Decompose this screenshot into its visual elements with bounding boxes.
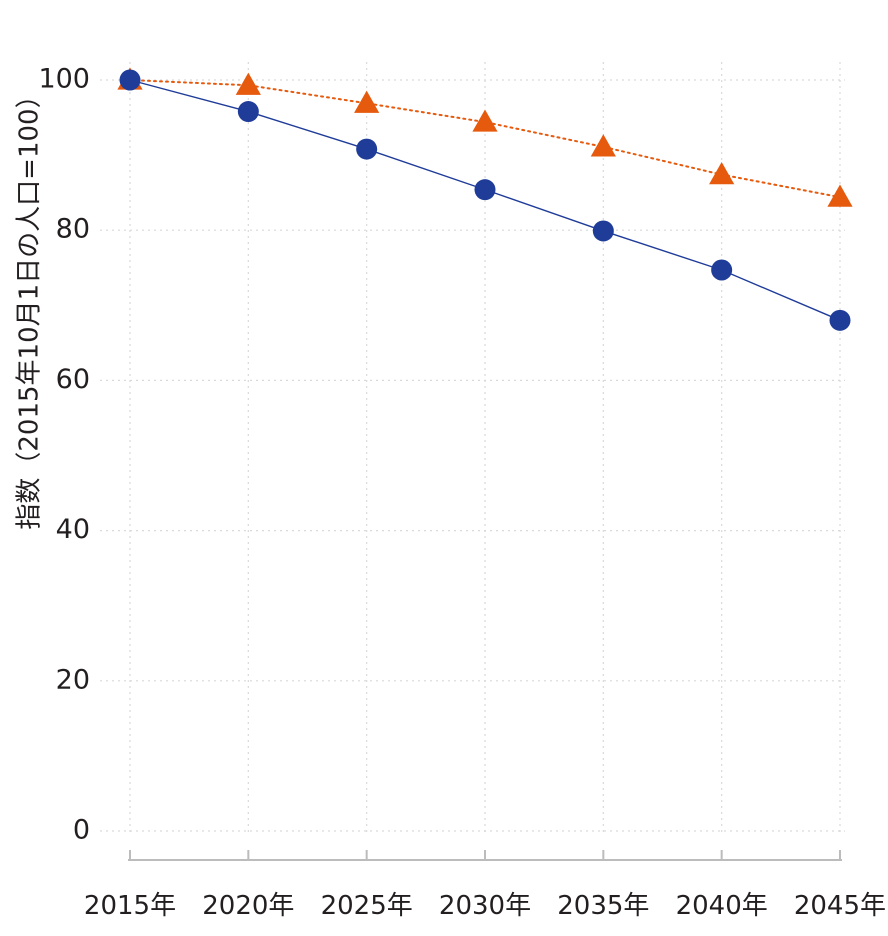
data-point	[354, 90, 380, 113]
data-point	[235, 72, 261, 95]
data-point	[119, 69, 141, 91]
data-point	[590, 134, 616, 157]
data-point	[711, 259, 733, 281]
series-1	[119, 69, 851, 331]
y-axis-title: 指数（2015年10月1日の人口=100）	[15, 82, 45, 529]
x-tick-label: 2025年	[321, 891, 413, 921]
data-point	[592, 220, 614, 242]
data-point	[827, 184, 853, 207]
x-tick-label: 2030年	[439, 891, 531, 921]
grid	[100, 62, 845, 835]
y-tick-label: 80	[56, 214, 90, 245]
x-tick-label: 2015年	[84, 891, 176, 921]
data-point	[237, 101, 259, 123]
data-point	[709, 162, 735, 185]
x-tick-label: 2035年	[557, 891, 649, 921]
x-tick-label: 2045年	[794, 891, 886, 921]
data-point	[474, 179, 496, 201]
y-tick-label: 60	[56, 364, 90, 395]
y-tick-labels: 0 20 40 60 80 100	[38, 64, 90, 846]
data-point	[829, 309, 851, 331]
y-tick-label: 0	[73, 815, 90, 846]
data-point	[356, 138, 378, 160]
axes	[128, 850, 842, 861]
data-point	[472, 109, 498, 132]
y-tick-label: 100	[38, 64, 90, 95]
x-tick-label: 2040年	[676, 891, 768, 921]
y-tick-label: 20	[56, 664, 90, 695]
y-tick-label: 40	[56, 514, 90, 545]
x-tick-labels: 2015年 2020年 2025年 2030年 2035年 2040年 2045年	[84, 891, 886, 921]
x-tick-label: 2020年	[202, 891, 294, 921]
series	[117, 67, 853, 331]
